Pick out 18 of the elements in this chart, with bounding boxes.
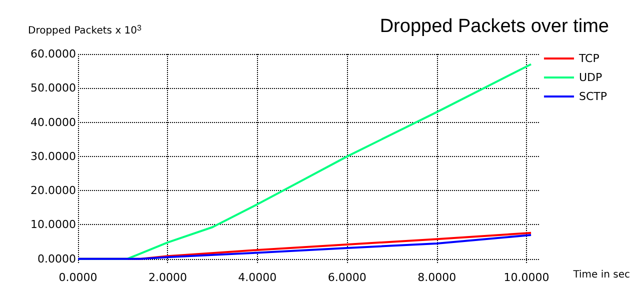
x-tick-label: 0.0000 <box>58 271 98 284</box>
legend-label: SCTP <box>578 90 608 103</box>
x-tick-label: 4.0000 <box>238 271 277 284</box>
y-tick-label: 60.0000 <box>30 48 76 60</box>
legend-label: UDP <box>578 71 603 84</box>
y-tick-label: 20.0000 <box>30 184 76 198</box>
legend-label: TCP <box>578 52 600 65</box>
x-tick-label: 10.0000 <box>504 271 550 284</box>
x-tick-label: 8.0000 <box>418 271 456 284</box>
y-tick-label: 10.0000 <box>30 218 76 232</box>
x-axis-title: Time in sec <box>572 270 630 280</box>
y-tick-label: 50.0000 <box>30 82 76 95</box>
y-tick-label: 0.0000 <box>38 252 76 266</box>
chart-title: Dropped Packets over time <box>380 16 610 37</box>
x-tick-label: 2.0000 <box>148 271 187 284</box>
x-tick-label: 6.0000 <box>328 271 366 284</box>
y-tick-label: 40.0000 <box>30 116 76 129</box>
y-tick-label: 30.0000 <box>30 150 76 163</box>
